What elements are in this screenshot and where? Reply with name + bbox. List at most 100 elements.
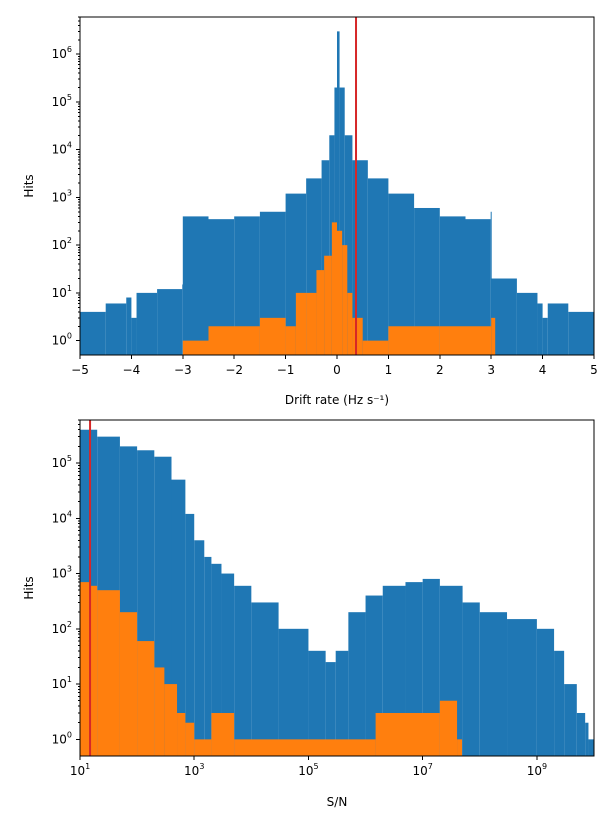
drift-selected-bar xyxy=(342,245,348,355)
snr-selected-bar xyxy=(80,582,91,756)
drift-selected-bar xyxy=(295,292,307,355)
snr-all-bar xyxy=(194,540,205,756)
drift-all-bar xyxy=(80,311,106,355)
snr-all-bar xyxy=(422,578,440,756)
snr-x-tick-label: 107 xyxy=(412,762,432,778)
drift-x-tick-label: 3 xyxy=(487,363,495,377)
snr-x-ticks: 101 103 105 107 109 xyxy=(70,756,547,778)
snr-y-ticks: 100 101 102 103 104 105 xyxy=(52,419,80,746)
snr-axes-frame xyxy=(79,419,595,757)
drift-all-bar xyxy=(105,303,127,355)
drift-selected-bar xyxy=(347,292,353,355)
drift-all-bar xyxy=(490,211,492,355)
snr-all-bar xyxy=(462,602,480,756)
drift-x-tick-label: −4 xyxy=(123,363,141,377)
snr-all-bar xyxy=(234,585,252,756)
snr-all-bar xyxy=(564,684,577,756)
drift-selected-bar xyxy=(491,317,496,355)
snr-all-bar xyxy=(221,573,235,756)
drift-all-bar xyxy=(126,297,132,355)
snr-all-bar xyxy=(576,712,586,756)
snr-y-tick-label: 103 xyxy=(52,565,72,581)
snr-selected-bar xyxy=(439,700,458,756)
snr-all-bar xyxy=(348,612,366,756)
drift-selected-bar xyxy=(182,340,209,355)
drift-x-tick-label: 5 xyxy=(590,363,598,377)
snr-all-bar xyxy=(585,722,589,756)
drift-y-tick-label: 101 xyxy=(52,284,72,300)
drift-all-bar xyxy=(157,289,183,355)
drift-selected-bar xyxy=(316,270,325,355)
snr-all-bar xyxy=(479,612,508,756)
snr-selected-bar xyxy=(177,712,186,756)
snr-selected-bar xyxy=(234,739,376,756)
snr-all-bar xyxy=(554,650,565,756)
drift-selected-bar xyxy=(259,317,286,355)
snr-all-bar xyxy=(325,662,336,756)
drift-x-tick-label: 4 xyxy=(539,363,547,377)
snr-x-tick-label: 101 xyxy=(70,762,90,778)
snr-y-tick-label: 104 xyxy=(52,509,72,525)
drift-selected-bar xyxy=(324,255,332,355)
snr-y-tick-label: 100 xyxy=(52,730,72,746)
drift-all-bar xyxy=(537,303,543,355)
snr-selected-bar xyxy=(164,684,178,756)
snr-selected-bar xyxy=(90,585,98,756)
drift-all-bar xyxy=(344,135,353,355)
drift-x-tick-label: −3 xyxy=(174,363,192,377)
drift-selected-bar xyxy=(331,222,337,355)
drift-x-tick-label: −1 xyxy=(277,363,295,377)
snr-selected-bar xyxy=(154,667,165,756)
drift-rate-histogram: −5 −4 −3 −2 −1 0 1 2 3 4 5 100 101 102 103 104 105 106 D… xyxy=(22,16,598,407)
snr-all-bar xyxy=(251,602,279,756)
drift-all-bar xyxy=(339,87,345,355)
drift-y-tick-label: 103 xyxy=(52,188,72,204)
snr-y-tick-label: 101 xyxy=(52,675,72,691)
snr-all-bar xyxy=(588,739,594,756)
drift-all-bar xyxy=(367,178,389,355)
drift-y-tick-label: 106 xyxy=(52,45,72,61)
snr-hits-selected-series xyxy=(80,582,463,756)
drift-y-tick-label: 105 xyxy=(52,93,72,109)
drift-selected-bar xyxy=(352,317,363,355)
drift-selected-bar xyxy=(208,326,260,355)
drift-x-tick-label: −2 xyxy=(225,363,243,377)
drift-x-tick-label: 1 xyxy=(385,363,393,377)
snr-selected-bar xyxy=(97,590,120,756)
snr-selected-bar xyxy=(119,612,138,756)
drift-all-bar xyxy=(136,292,158,355)
drift-hits-selected-series xyxy=(182,222,496,355)
snr-y-axis-label: Hits xyxy=(22,576,36,599)
snr-selected-bar xyxy=(137,641,155,756)
drift-all-bar xyxy=(491,278,517,355)
drift-y-axis-label: Hits xyxy=(22,174,36,197)
snr-histogram: 101 103 105 107 109 100 101 102 103 104 105 S/N H… xyxy=(22,419,595,809)
snr-x-axis-label: S/N xyxy=(327,795,348,809)
snr-y-tick-label: 105 xyxy=(52,454,72,470)
snr-y-tick-label: 102 xyxy=(52,620,72,636)
snr-selected-bar xyxy=(194,739,212,756)
snr-selected-bar xyxy=(457,739,463,756)
snr-all-bar xyxy=(211,563,222,756)
drift-x-tick-label: 0 xyxy=(333,363,341,377)
snr-x-tick-label: 105 xyxy=(298,762,318,778)
snr-all-bar xyxy=(507,619,537,756)
snr-all-bar xyxy=(536,628,555,756)
drift-x-ticks: −5 −4 −3 −2 −1 0 1 2 3 4 5 xyxy=(71,355,598,377)
drift-y-tick-label: 100 xyxy=(52,332,72,348)
drift-selected-bar xyxy=(337,230,343,355)
drift-y-ticks: 100 101 102 103 104 105 106 xyxy=(52,16,80,348)
snr-selected-bar xyxy=(375,712,440,756)
snr-x-tick-label: 109 xyxy=(527,762,547,778)
snr-all-bar xyxy=(335,650,349,756)
drift-y-tick-label: 102 xyxy=(52,236,72,252)
snr-x-tick-label: 103 xyxy=(184,762,204,778)
drift-x-axis-label: Drift rate (Hz s⁻¹) xyxy=(285,393,389,407)
snr-selected-bar xyxy=(185,722,195,756)
drift-selected-bar xyxy=(285,326,296,355)
snr-selected-bar xyxy=(211,712,235,756)
drift-all-bar xyxy=(542,317,548,355)
drift-all-bar xyxy=(516,292,538,355)
drift-selected-bar xyxy=(306,292,317,355)
